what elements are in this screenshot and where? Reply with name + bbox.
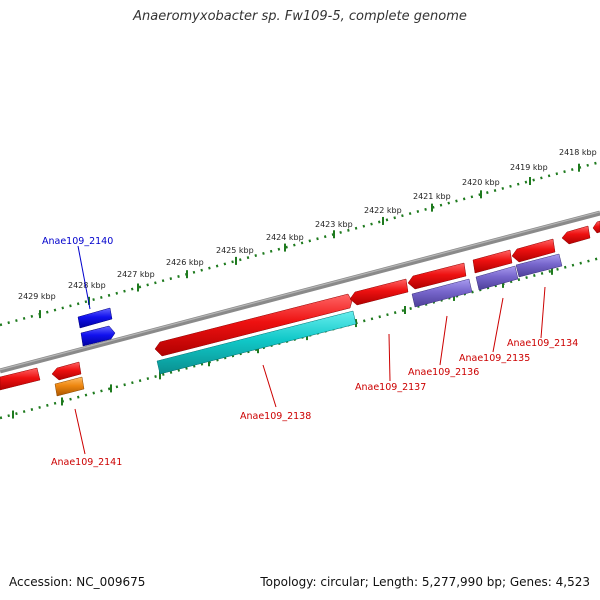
kbp-label: 2418 kbp xyxy=(559,148,597,157)
leader-2134 xyxy=(540,286,546,339)
kbp-label: 2428 kbp xyxy=(68,281,106,290)
gene-label-2138[interactable]: Anae109_2138 xyxy=(240,411,311,422)
inner-strand-genes xyxy=(0,253,563,397)
gene-label-2137[interactable]: Anae109_2137 xyxy=(355,382,426,393)
leader-2141 xyxy=(74,408,86,455)
gene-arrow-left-edge[interactable] xyxy=(0,367,41,391)
label-leaders xyxy=(74,245,546,455)
kbp-label: 2427 kbp xyxy=(117,270,155,279)
gene-arrow-2135[interactable] xyxy=(472,249,513,274)
gene-arrow-2140-lower[interactable] xyxy=(80,325,116,347)
gene-arrow-2140-upper[interactable] xyxy=(77,307,113,329)
kbp-label: 2425 kbp xyxy=(216,246,254,255)
kbp-labels: 2429 kbp 2428 kbp 2427 kbp 2426 kbp 2425… xyxy=(18,148,597,301)
gene-labels: Anae109_2140 Anae109_2141 Anae109_2138 A… xyxy=(42,236,578,468)
gene-label-2134[interactable]: Anae109_2134 xyxy=(507,338,578,349)
genome-backbone xyxy=(0,210,600,374)
leader-2140 xyxy=(77,245,91,310)
outer-strand-genes xyxy=(77,220,600,357)
leader-2136 xyxy=(439,315,448,366)
kbp-label: 2424 kbp xyxy=(266,233,304,242)
gene-arrow-2136[interactable] xyxy=(407,262,467,290)
gene-arrow-2137[interactable] xyxy=(349,278,409,306)
kbp-label: 2423 kbp xyxy=(315,220,353,229)
kbp-label: 2422 kbp xyxy=(364,206,402,215)
leader-2138 xyxy=(262,364,277,408)
gene-bar-2135-purple[interactable] xyxy=(475,265,519,291)
gene-arrow-edge-1[interactable] xyxy=(561,225,591,245)
genome-backbone-highlight xyxy=(0,211,600,371)
gene-arrow-edge-2[interactable] xyxy=(592,220,600,234)
accession-text: Accession: NC_009675 xyxy=(9,575,146,589)
outer-ruler xyxy=(0,160,600,327)
leader-2137 xyxy=(388,333,391,382)
gene-bar-2136-purple[interactable] xyxy=(411,278,473,308)
gene-label-2140[interactable]: Anae109_2140 xyxy=(42,236,113,247)
gene-arrow-2138[interactable] xyxy=(154,293,353,357)
kbp-label: 2419 kbp xyxy=(510,163,548,172)
kbp-label: 2429 kbp xyxy=(18,292,56,301)
gene-arrow-2134[interactable] xyxy=(511,238,556,263)
leader-2135 xyxy=(492,297,504,353)
gene-label-2136[interactable]: Anae109_2136 xyxy=(408,367,479,378)
kbp-label: 2421 kbp xyxy=(413,192,451,201)
outer-ruler-ticks xyxy=(39,163,580,319)
gene-bar-2138-cyan[interactable] xyxy=(156,310,357,375)
kbp-label: 2420 kbp xyxy=(462,178,500,187)
map-title: Anaeromyxobacter sp. Fw109-5, complete g… xyxy=(133,9,467,24)
gene-arrow-2141-red[interactable] xyxy=(51,361,82,381)
genome-summary-text: Topology: circular; Length: 5,277,990 bp… xyxy=(260,575,590,589)
kbp-label: 2426 kbp xyxy=(166,258,204,267)
gene-bar-2134-purple[interactable] xyxy=(515,253,563,278)
gene-label-2141[interactable]: Anae109_2141 xyxy=(51,457,122,468)
gene-label-2135[interactable]: Anae109_2135 xyxy=(459,353,530,364)
gene-arrow-2141-orange[interactable] xyxy=(54,376,85,397)
